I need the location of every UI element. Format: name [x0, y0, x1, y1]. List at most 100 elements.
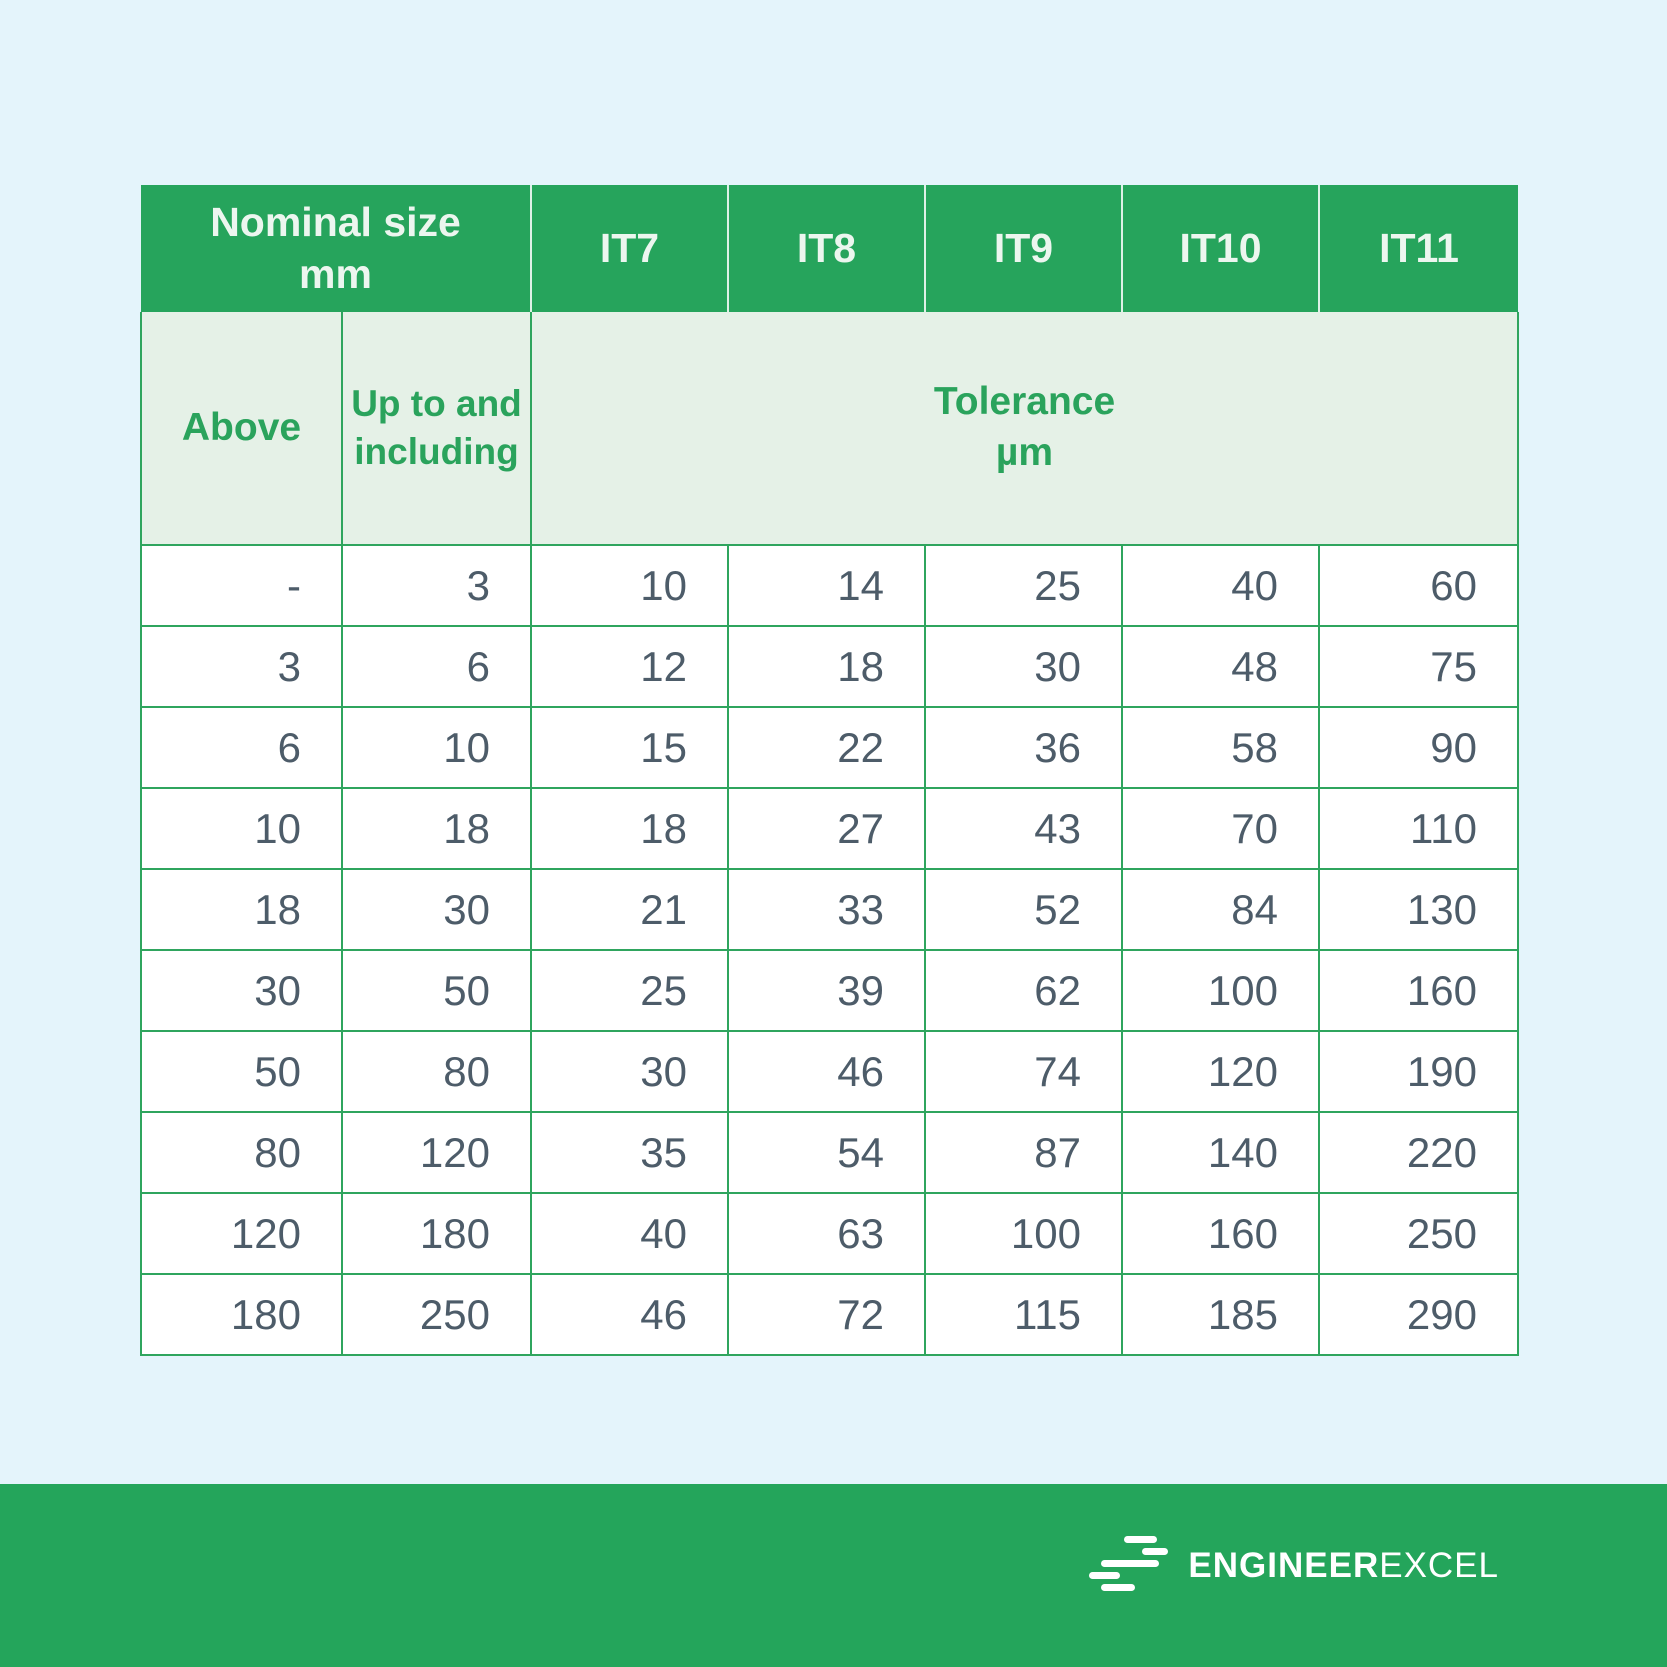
- table-cell: 110: [1318, 787, 1519, 870]
- table-cell: 160: [1318, 949, 1519, 1032]
- table-cell: 52: [924, 868, 1123, 951]
- table-cell: 130: [1318, 868, 1519, 951]
- table-cell: 27: [727, 787, 926, 870]
- table-cell: 39: [727, 949, 926, 1032]
- header-it7: IT7: [530, 185, 728, 312]
- table-cell: 50: [341, 949, 532, 1032]
- table-cell: 160: [1121, 1192, 1320, 1275]
- table-cell: 120: [341, 1111, 532, 1194]
- table-cell: 12: [530, 625, 729, 708]
- table-cell: 18: [341, 787, 532, 870]
- table-cell: 3: [140, 625, 343, 708]
- table-cell: 72: [727, 1273, 926, 1356]
- table-cell: 22: [727, 706, 926, 789]
- table-cell: 58: [1121, 706, 1320, 789]
- table-cell: 120: [1121, 1030, 1320, 1113]
- logo-bar: [1101, 1584, 1136, 1591]
- table-cell: 100: [1121, 949, 1320, 1032]
- table-cell: 25: [924, 544, 1123, 627]
- table-cell: 50: [140, 1030, 343, 1113]
- footer-bar: ENGINEEREXCEL: [0, 1484, 1667, 1667]
- table-row: -3 10 14 25 40 60: [140, 544, 1519, 627]
- table-row: 30 50 25 39 62 100 160: [140, 949, 1519, 1032]
- header-it8: IT8: [727, 185, 925, 312]
- brand-excel: EXCEL: [1379, 1545, 1499, 1585]
- table-cell: 80: [341, 1030, 532, 1113]
- subheader-above: Above: [140, 312, 343, 546]
- table-cell: 220: [1318, 1111, 1519, 1194]
- table-cell: 25: [530, 949, 729, 1032]
- table-cell: 190: [1318, 1030, 1519, 1113]
- table-cell: 60: [1318, 544, 1519, 627]
- table-cell: 40: [1121, 544, 1320, 627]
- table-cell: 40: [530, 1192, 729, 1275]
- table-cell: 18: [530, 787, 729, 870]
- table-cell: 30: [140, 949, 343, 1032]
- table-cell: 10: [140, 787, 343, 870]
- table-cell: 290: [1318, 1273, 1519, 1356]
- table-row: 6 10 15 22 36 58 90: [140, 706, 1519, 789]
- table-cell: 46: [727, 1030, 926, 1113]
- table-cell: 180: [341, 1192, 532, 1275]
- table-cell: 43: [924, 787, 1123, 870]
- table-cell: 90: [1318, 706, 1519, 789]
- subheader-row: Above Up to and including Tolerance µm: [140, 312, 1519, 546]
- logo-bar: [1142, 1548, 1169, 1555]
- table-cell: 75: [1318, 625, 1519, 708]
- engineerexcel-logo-icon: [1089, 1536, 1173, 1595]
- table-cell: 87: [924, 1111, 1123, 1194]
- table-cell: -: [140, 544, 343, 627]
- table-cell: 33: [727, 868, 926, 951]
- table-cell: 100: [924, 1192, 1123, 1275]
- table-row: 10 18 18 27 43 70 110: [140, 787, 1519, 870]
- table-cell: 10: [530, 544, 729, 627]
- table-cell: 180: [140, 1273, 343, 1356]
- table-cell: 54: [727, 1111, 926, 1194]
- table-cell: 84: [1121, 868, 1320, 951]
- table-row: 120 180 40 63 100 160 250: [140, 1192, 1519, 1275]
- table-cell: 140: [1121, 1111, 1320, 1194]
- table-cell: 6: [140, 706, 343, 789]
- table-cell: 46: [530, 1273, 729, 1356]
- logo-bar: [1124, 1536, 1158, 1543]
- table-cell: 18: [140, 868, 343, 951]
- table-cell: 10: [341, 706, 532, 789]
- table-cell: 14: [727, 544, 926, 627]
- table-row: 3 6 12 18 30 48 75: [140, 625, 1519, 708]
- table-row: 18 30 21 33 52 84 130: [140, 868, 1519, 951]
- table-cell: 36: [924, 706, 1123, 789]
- subheader-tolerance: Tolerance µm: [530, 312, 1519, 546]
- table-cell: 21: [530, 868, 729, 951]
- table-cell: 30: [924, 625, 1123, 708]
- table-row: 80 120 35 54 87 140 220: [140, 1111, 1519, 1194]
- table-cell: 15: [530, 706, 729, 789]
- table-cell: 35: [530, 1111, 729, 1194]
- table-body: -3 10 14 25 40 60 3 6 12 18 30 48 75 6 10 15 22 36 58 90 10 1…: [140, 544, 1519, 1356]
- brand-engineer: ENGINEER: [1188, 1545, 1380, 1585]
- table-cell: 250: [1318, 1192, 1519, 1275]
- subheader-up-to-line1: Up to and: [351, 382, 522, 424]
- subheader-up-to-line2: including: [354, 431, 519, 472]
- subheader-tolerance-line2: µm: [995, 431, 1054, 474]
- table-cell: 62: [924, 949, 1123, 1032]
- table-cell: 115: [924, 1273, 1123, 1356]
- table-row: 50 80 30 46 74 120 190: [140, 1030, 1519, 1113]
- table-cell: 70: [1121, 787, 1320, 870]
- subheader-up-to-and-including: Up to and including: [341, 312, 532, 546]
- table-cell: 18: [727, 625, 926, 708]
- table-row: 180 250 46 72 115 185 290: [140, 1273, 1519, 1356]
- header-it9: IT9: [924, 185, 1122, 312]
- header-nominal-line2: mm: [299, 250, 372, 297]
- header-it11: IT11: [1318, 185, 1518, 312]
- table-cell: 6: [341, 625, 532, 708]
- tolerance-table: Nominal size mm IT7 IT8 IT9 IT10 IT11 Ab…: [140, 185, 1519, 1356]
- table-cell: 250: [341, 1273, 532, 1356]
- header-nominal-size: Nominal size mm: [141, 185, 531, 312]
- header-it10: IT10: [1121, 185, 1319, 312]
- table-cell: 63: [727, 1192, 926, 1275]
- table-cell: 3: [341, 544, 532, 627]
- subheader-tolerance-line1: Tolerance: [933, 380, 1116, 424]
- table-cell: 30: [341, 868, 532, 951]
- brand-name: ENGINEEREXCEL: [1188, 1546, 1499, 1586]
- logo-bar: [1101, 1560, 1160, 1567]
